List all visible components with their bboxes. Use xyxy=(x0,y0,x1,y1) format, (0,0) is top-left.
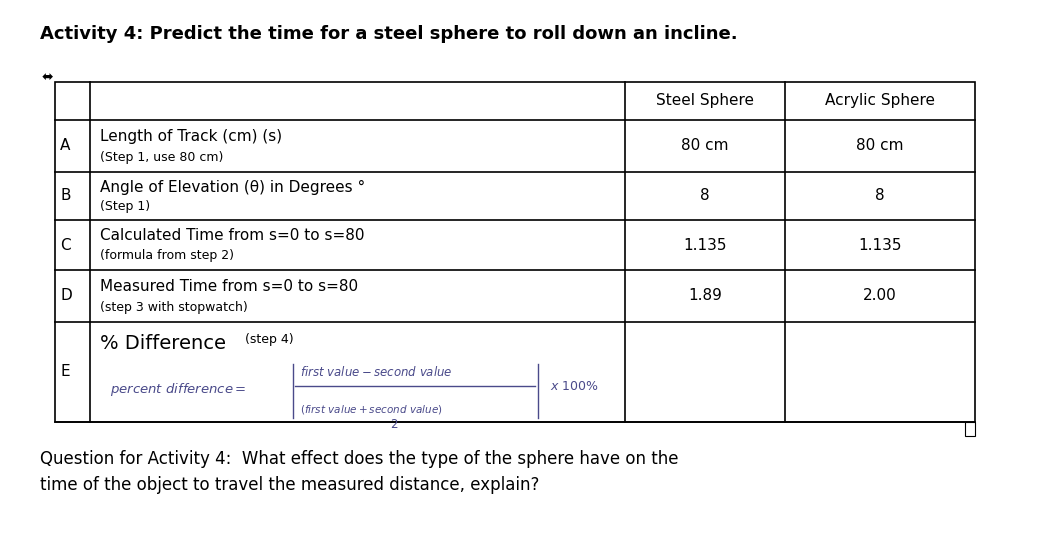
Text: (Step 1): (Step 1) xyxy=(100,200,150,213)
Text: 8: 8 xyxy=(700,189,710,204)
Text: 1.89: 1.89 xyxy=(688,289,722,304)
Text: 1.135: 1.135 xyxy=(684,238,727,253)
Text: Length of Track (cm) (s): Length of Track (cm) (s) xyxy=(100,129,282,144)
Text: Acrylic Sphere: Acrylic Sphere xyxy=(825,93,934,108)
Text: B: B xyxy=(60,189,70,204)
Text: $\mathit{first\ value} - \mathit{second\ value}$: $\mathit{first\ value} - \mathit{second\… xyxy=(300,365,453,379)
Text: 80 cm: 80 cm xyxy=(856,139,904,154)
Text: Calculated Time from s=0 to s=80: Calculated Time from s=0 to s=80 xyxy=(100,229,364,244)
Text: D: D xyxy=(60,289,71,304)
Text: % Difference: % Difference xyxy=(100,334,226,353)
Text: (step 4): (step 4) xyxy=(245,333,294,346)
Text: A: A xyxy=(60,139,70,154)
Text: E: E xyxy=(60,365,69,380)
Text: 2.00: 2.00 xyxy=(863,289,897,304)
Text: 1.135: 1.135 xyxy=(858,238,902,253)
Text: $2$: $2$ xyxy=(390,417,398,431)
Text: Angle of Elevation (θ) in Degrees °: Angle of Elevation (θ) in Degrees ° xyxy=(100,180,365,195)
Text: C: C xyxy=(60,238,70,253)
Text: Steel Sphere: Steel Sphere xyxy=(656,93,754,108)
Text: (Step 1, use 80 cm): (Step 1, use 80 cm) xyxy=(100,151,224,164)
Text: 80 cm: 80 cm xyxy=(681,139,729,154)
Text: Measured Time from s=0 to s=80: Measured Time from s=0 to s=80 xyxy=(100,279,358,294)
Text: (step 3 with stopwatch): (step 3 with stopwatch) xyxy=(100,301,248,314)
Text: $\mathit{percent\ difference} =$: $\mathit{percent\ difference} =$ xyxy=(110,381,247,398)
Text: $\mathit{x\ 100\%}$: $\mathit{x\ 100\%}$ xyxy=(550,380,598,392)
Bar xyxy=(55,82,975,422)
Text: Activity 4: Predict the time for a steel sphere to roll down an incline.: Activity 4: Predict the time for a steel… xyxy=(40,25,737,43)
Text: (formula from step 2): (formula from step 2) xyxy=(100,250,234,263)
Text: Question for Activity 4:  What effect does the type of the sphere have on the
ti: Question for Activity 4: What effect doe… xyxy=(40,450,678,495)
Text: $\left(\mathit{first\ value} + \mathit{second\ value}\right)$: $\left(\mathit{first\ value} + \mathit{s… xyxy=(300,403,443,416)
Bar xyxy=(965,422,975,436)
Text: ⬌: ⬌ xyxy=(42,70,54,84)
Text: 8: 8 xyxy=(876,189,885,204)
